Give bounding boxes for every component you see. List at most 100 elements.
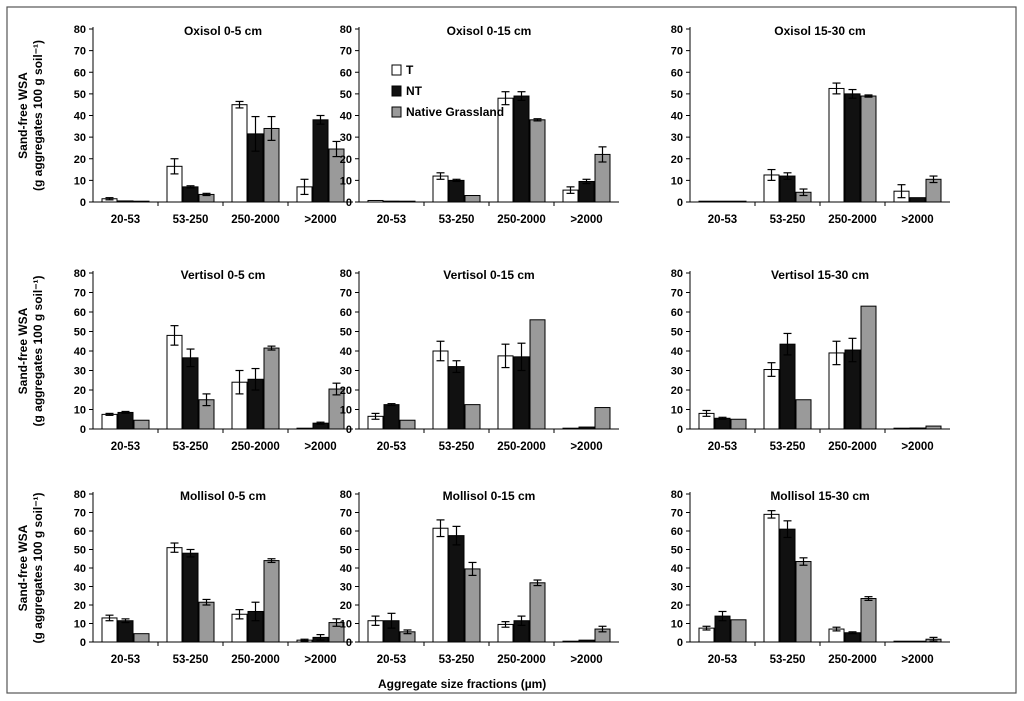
y-tick-label: 20 (671, 600, 683, 612)
y-tick-label: 40 (671, 563, 683, 575)
y-tick-label: 40 (340, 346, 352, 358)
chart-title: Mollisol 0-15 cm (443, 489, 536, 503)
x-tick-label: 20-53 (377, 654, 406, 666)
chart-title: Oxisol 0-5 cm (184, 24, 262, 38)
y-tick-label: 20 (340, 385, 352, 397)
y-tick-label: 30 (671, 132, 683, 144)
bar-native-grassland (795, 399, 812, 430)
bar-native-grassland (795, 561, 812, 643)
legend-label-t: T (406, 63, 414, 77)
y-tick-label: 80 (74, 489, 86, 501)
x-tick-label: 20-53 (708, 654, 737, 666)
bar-nt (182, 357, 199, 430)
bar-native-grassland (263, 560, 280, 643)
y-tick-label: 0 (346, 637, 352, 649)
bar-nt (714, 200, 731, 203)
y-tick-label: 30 (340, 366, 352, 378)
bar-native-grassland (133, 633, 150, 643)
bar-t (698, 200, 715, 203)
bar-native-grassland (133, 200, 150, 203)
y-tick-label: 20 (74, 600, 86, 612)
chart-panel-mollisol-0-15-cm: 0 10 20 30 40 50 60 70 80 Mollisol 0-15 cm 20-53 53… (340, 489, 619, 666)
bar-nt (909, 197, 926, 203)
y-tick-label: 30 (74, 132, 86, 144)
y-tick-label: 40 (340, 111, 352, 123)
x-tick-label: 20-53 (111, 654, 140, 666)
x-tick-label: >2000 (304, 214, 336, 226)
bar-t (166, 547, 183, 643)
bar-t (101, 413, 118, 430)
bar-native-grassland (860, 598, 877, 643)
bar-t (296, 427, 313, 430)
y-axis-unit: (g aggregates 100 g soil⁻¹) (31, 275, 45, 426)
bar-t (432, 175, 449, 203)
y-tick-label: 40 (74, 563, 86, 575)
y-tick-label: 80 (671, 24, 683, 36)
y-tick-label: 40 (340, 563, 352, 575)
bar-t (763, 513, 780, 643)
y-tick-label: 20 (74, 154, 86, 166)
y-tick-label: 10 (340, 619, 352, 631)
bar-native-grassland (594, 407, 611, 430)
bar-native-grassland (263, 347, 280, 430)
y-tick-label: 10 (340, 405, 352, 417)
y-tick-label: 10 (671, 619, 683, 631)
y-tick-label: 30 (671, 366, 683, 378)
bar-nt (909, 427, 926, 430)
bar-nt (578, 426, 595, 430)
y-tick-label: 60 (671, 526, 683, 538)
bar-native-grassland (730, 418, 747, 430)
x-tick-label: 53-250 (173, 654, 209, 666)
y-tick-label: 70 (671, 46, 683, 58)
y-tick-label: 40 (671, 346, 683, 358)
y-tick-label: 20 (340, 600, 352, 612)
x-tick-label: 250-2000 (497, 654, 546, 666)
x-tick-label: 53-250 (770, 214, 806, 226)
chart-panel-vertisol-0-5-cm: 0 10 20 30 40 50 60 70 80 Vertisol 0-5 cm 20-53 53-… (74, 268, 353, 453)
y-tick-label: 80 (74, 24, 86, 36)
x-tick-label: 250-2000 (231, 214, 280, 226)
y-tick-label: 60 (671, 67, 683, 79)
x-tick-label: 250-2000 (231, 441, 280, 453)
y-tick-label: 30 (671, 582, 683, 594)
bar-nt (448, 179, 465, 203)
x-tick-label: >2000 (570, 441, 602, 453)
y-axis-labels: Sand-free WSA (g aggregates 100 g soil⁻¹)… (16, 40, 45, 644)
y-tick-label: 20 (671, 385, 683, 397)
bar-t (562, 427, 579, 430)
bar-nt (578, 180, 595, 203)
x-tick-label: 250-2000 (231, 654, 280, 666)
x-tick-label: 20-53 (708, 214, 737, 226)
y-tick-label: 0 (80, 424, 86, 436)
y-axis-title: Sand-free WSA (16, 307, 30, 394)
bar-t (432, 350, 449, 430)
x-tick-label: 53-250 (770, 441, 806, 453)
y-tick-label: 70 (74, 46, 86, 58)
bar-nt (383, 200, 400, 203)
x-tick-label: 20-53 (708, 441, 737, 453)
y-tick-label: 10 (671, 405, 683, 417)
x-axis-label: Aggregate size fractions (µm) (378, 677, 546, 691)
x-tick-label: 250-2000 (828, 214, 877, 226)
bar-nt (117, 411, 134, 430)
bar-native-grassland (464, 404, 481, 430)
x-tick-label: >2000 (570, 654, 602, 666)
y-tick-label: 10 (671, 175, 683, 187)
y-axis-unit: (g aggregates 100 g soil⁻¹) (31, 40, 45, 191)
bar-nt (448, 535, 465, 643)
bar-native-grassland (399, 200, 416, 203)
chart-title: Vertisol 0-5 cm (181, 268, 266, 282)
y-tick-label: 10 (74, 619, 86, 631)
y-tick-label: 60 (671, 307, 683, 319)
legend-swatch-nt (391, 85, 402, 97)
bar-nt (383, 404, 400, 430)
legend: T NT Native Grassland (391, 63, 504, 119)
chart-panel-vertisol-0-15-cm: 0 10 20 30 40 50 60 70 80 Vertisol 0-15 cm 20-53 53… (340, 268, 619, 453)
bar-t (893, 640, 910, 643)
y-tick-label: 20 (74, 385, 86, 397)
y-tick-label: 20 (671, 154, 683, 166)
y-tick-label: 60 (340, 67, 352, 79)
y-tick-label: 50 (340, 327, 352, 339)
x-tick-label: 20-53 (377, 441, 406, 453)
x-tick-label: 250-2000 (828, 441, 877, 453)
